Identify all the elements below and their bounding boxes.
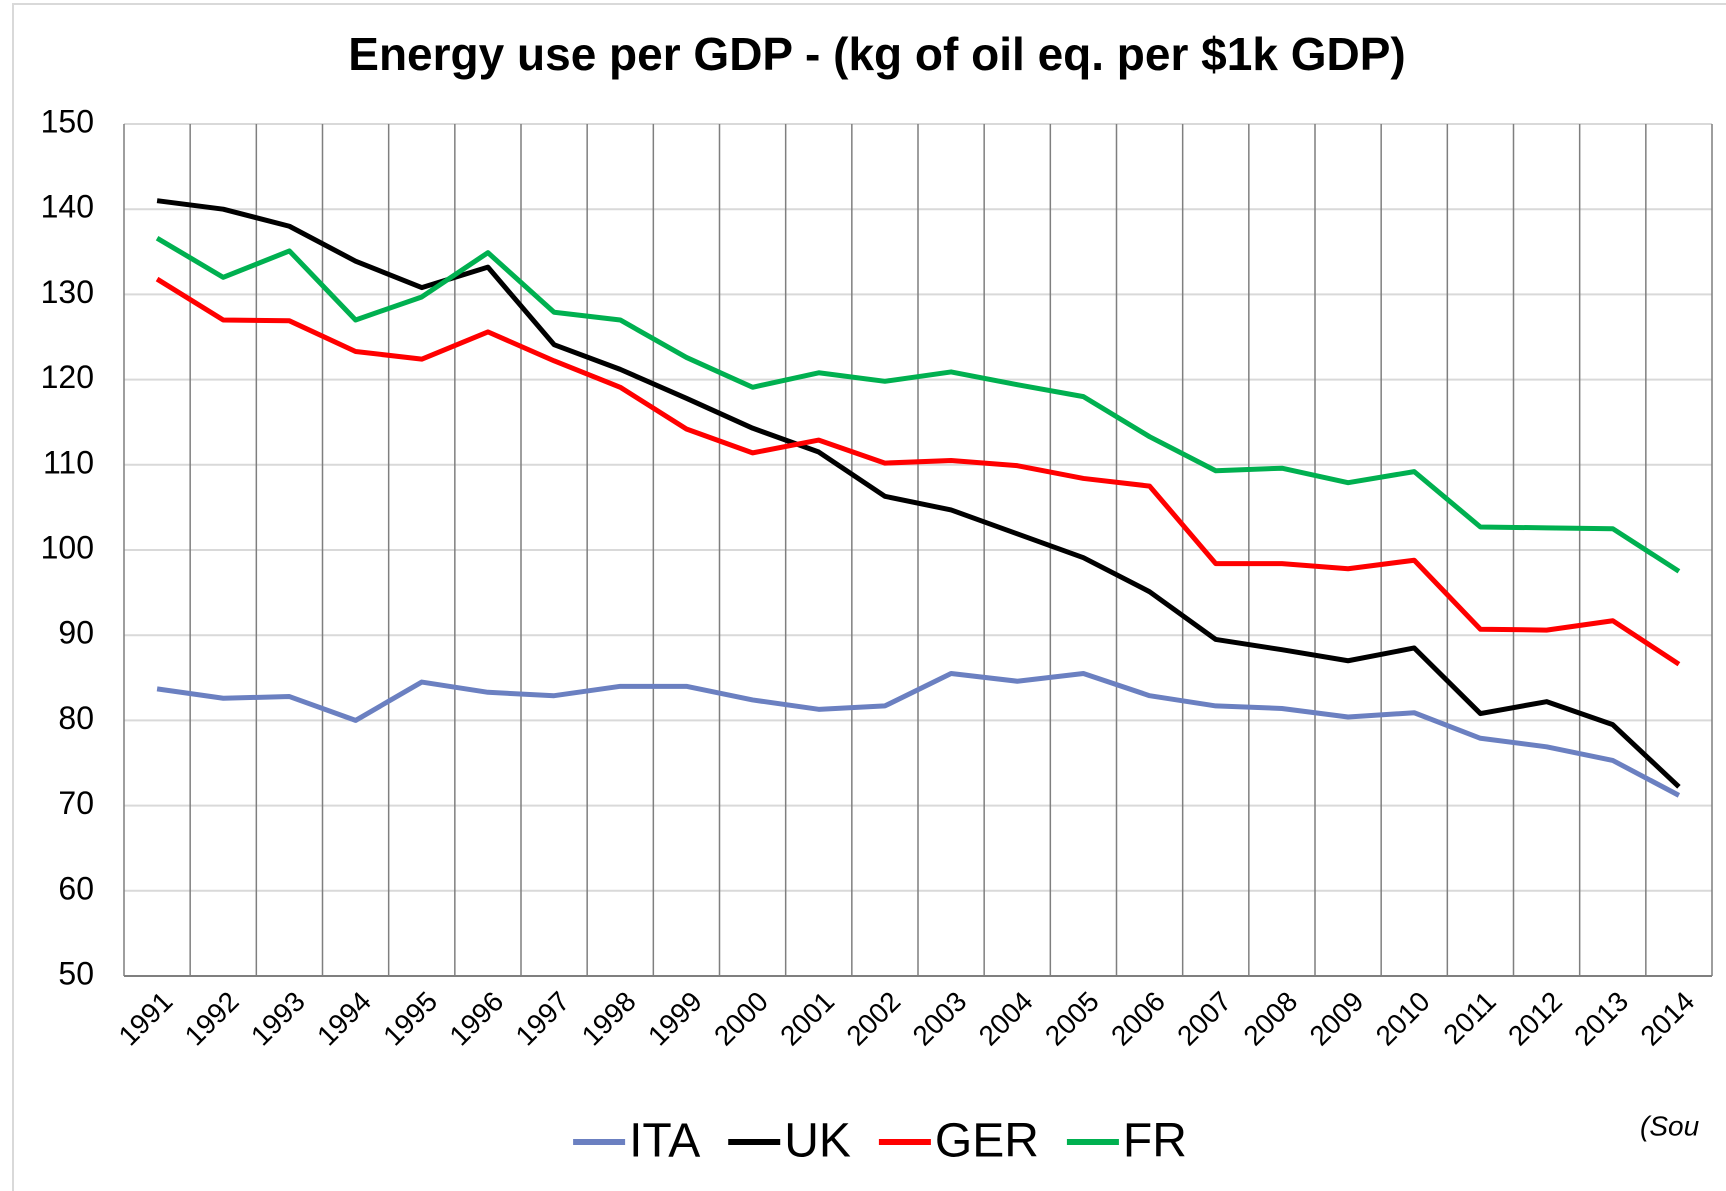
- x-tick-label: 2010: [1370, 986, 1436, 1052]
- y-tick-label: 100: [41, 529, 94, 565]
- y-tick-label: 50: [58, 955, 94, 991]
- x-tick-label: 1997: [510, 986, 576, 1052]
- x-tick-label: 2000: [708, 986, 774, 1052]
- x-tick-label: 1994: [311, 986, 377, 1052]
- y-tick-label: 120: [41, 359, 94, 395]
- x-tick-label: 1991: [113, 986, 179, 1052]
- x-tick-label: 2012: [1502, 986, 1568, 1052]
- annotation: (Sou: [1640, 1110, 1700, 1141]
- chart-border: [12, 3, 1726, 1191]
- x-tick-label: 2007: [1171, 986, 1237, 1052]
- x-tick-label: 1995: [377, 986, 443, 1052]
- line-series: [156, 671, 1681, 798]
- line-series: [155, 236, 1681, 574]
- x-tick-label: 1999: [642, 986, 708, 1052]
- legend-label: UK: [784, 1115, 851, 1168]
- y-tick-label: 80: [58, 700, 94, 736]
- y-tick-label: 90: [58, 615, 94, 651]
- legend-label: ITA: [629, 1115, 700, 1168]
- x-tick-label: 2014: [1634, 986, 1700, 1052]
- x-tick-label: 2005: [1039, 986, 1105, 1052]
- x-tick-label: 2011: [1437, 986, 1502, 1051]
- x-tick-label: 2003: [907, 986, 973, 1052]
- y-tick-label: 130: [41, 274, 94, 310]
- x-tick-label: 2006: [1105, 986, 1171, 1052]
- x-tick-label: 2001: [774, 986, 840, 1052]
- x-tick-label: 2002: [840, 986, 906, 1052]
- x-tick-label: 2013: [1568, 986, 1634, 1052]
- line-series: [156, 198, 1681, 789]
- y-tick-label: 60: [58, 870, 94, 906]
- x-tick-label: 2008: [1237, 986, 1303, 1052]
- y-tick-label: 110: [43, 444, 94, 480]
- line-series: [155, 276, 1681, 667]
- y-tick-label: 70: [58, 785, 94, 821]
- chart-title: Energy use per GDP - (kg of oil eq. per …: [348, 28, 1405, 80]
- y-tick-label: 150: [41, 103, 94, 139]
- x-tick-label: 1992: [179, 986, 245, 1052]
- x-tick-label: 2004: [973, 986, 1039, 1052]
- x-tick-label: 1998: [576, 986, 642, 1052]
- x-tick-label: 1996: [443, 986, 509, 1052]
- x-tick-label: 2009: [1304, 986, 1370, 1052]
- x-tick-label: 1993: [245, 986, 311, 1052]
- legend-label: FR: [1123, 1115, 1187, 1168]
- legend-label: GER: [935, 1115, 1039, 1168]
- y-tick-label: 140: [41, 189, 94, 225]
